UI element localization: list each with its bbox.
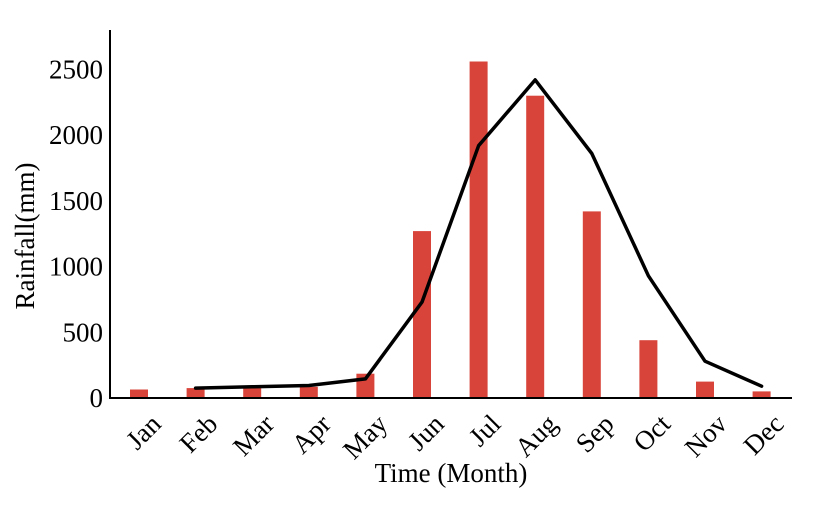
x-tick-label-may: May [337, 408, 394, 465]
x-tick-label-sep: Sep [570, 409, 620, 459]
x-tick-label-oct: Oct [627, 408, 676, 457]
x-tick-label-aug: Aug [509, 409, 563, 463]
bars-layer [130, 61, 771, 398]
bar-jan [130, 389, 148, 398]
x-tick-label-jan: Jan [120, 408, 167, 455]
bar-jul [469, 61, 488, 398]
x-tick-label-apr: Apr [286, 409, 337, 460]
y-tick-label-1500: 1500 [49, 186, 103, 216]
y-tick-label-500: 500 [63, 317, 104, 347]
bar-sep [582, 211, 601, 398]
bar-apr [299, 386, 318, 398]
axes-layer [109, 30, 792, 399]
bar-nov [696, 381, 714, 398]
x-tick-label-jun: Jun [402, 408, 450, 456]
x-tick-label-mar: Mar [227, 409, 280, 462]
y-axis-title: Rainfall(mm) [10, 163, 40, 310]
bar-oct [639, 340, 658, 398]
y-tick-label-1000: 1000 [49, 252, 103, 282]
y-tick-label-2500: 2500 [49, 54, 103, 84]
x-axis-title: Time (Month) [375, 458, 528, 488]
y-tick-label-2000: 2000 [49, 120, 103, 150]
x-tick-labels: Jan Feb Mar Apr May Jun Jul Aug Sep Oct Nov Dec [120, 408, 789, 465]
line-layer [193, 78, 764, 390]
bar-feb [186, 388, 205, 398]
bar-dec [752, 391, 771, 398]
rainfall-trend-line [193, 78, 764, 390]
x-tick-label-feb: Feb [174, 409, 224, 459]
bar-aug [526, 95, 545, 398]
bar-mar [243, 386, 262, 398]
x-tick-label-dec: Dec [737, 409, 789, 461]
y-tick-label-0: 0 [90, 383, 104, 413]
x-tick-label-jul: Jul [463, 409, 506, 452]
bar-jun [413, 231, 431, 398]
x-tick-label-nov: Nov [679, 408, 733, 462]
y-tick-labels: 0 500 1000 1500 2000 2500 [49, 54, 103, 413]
